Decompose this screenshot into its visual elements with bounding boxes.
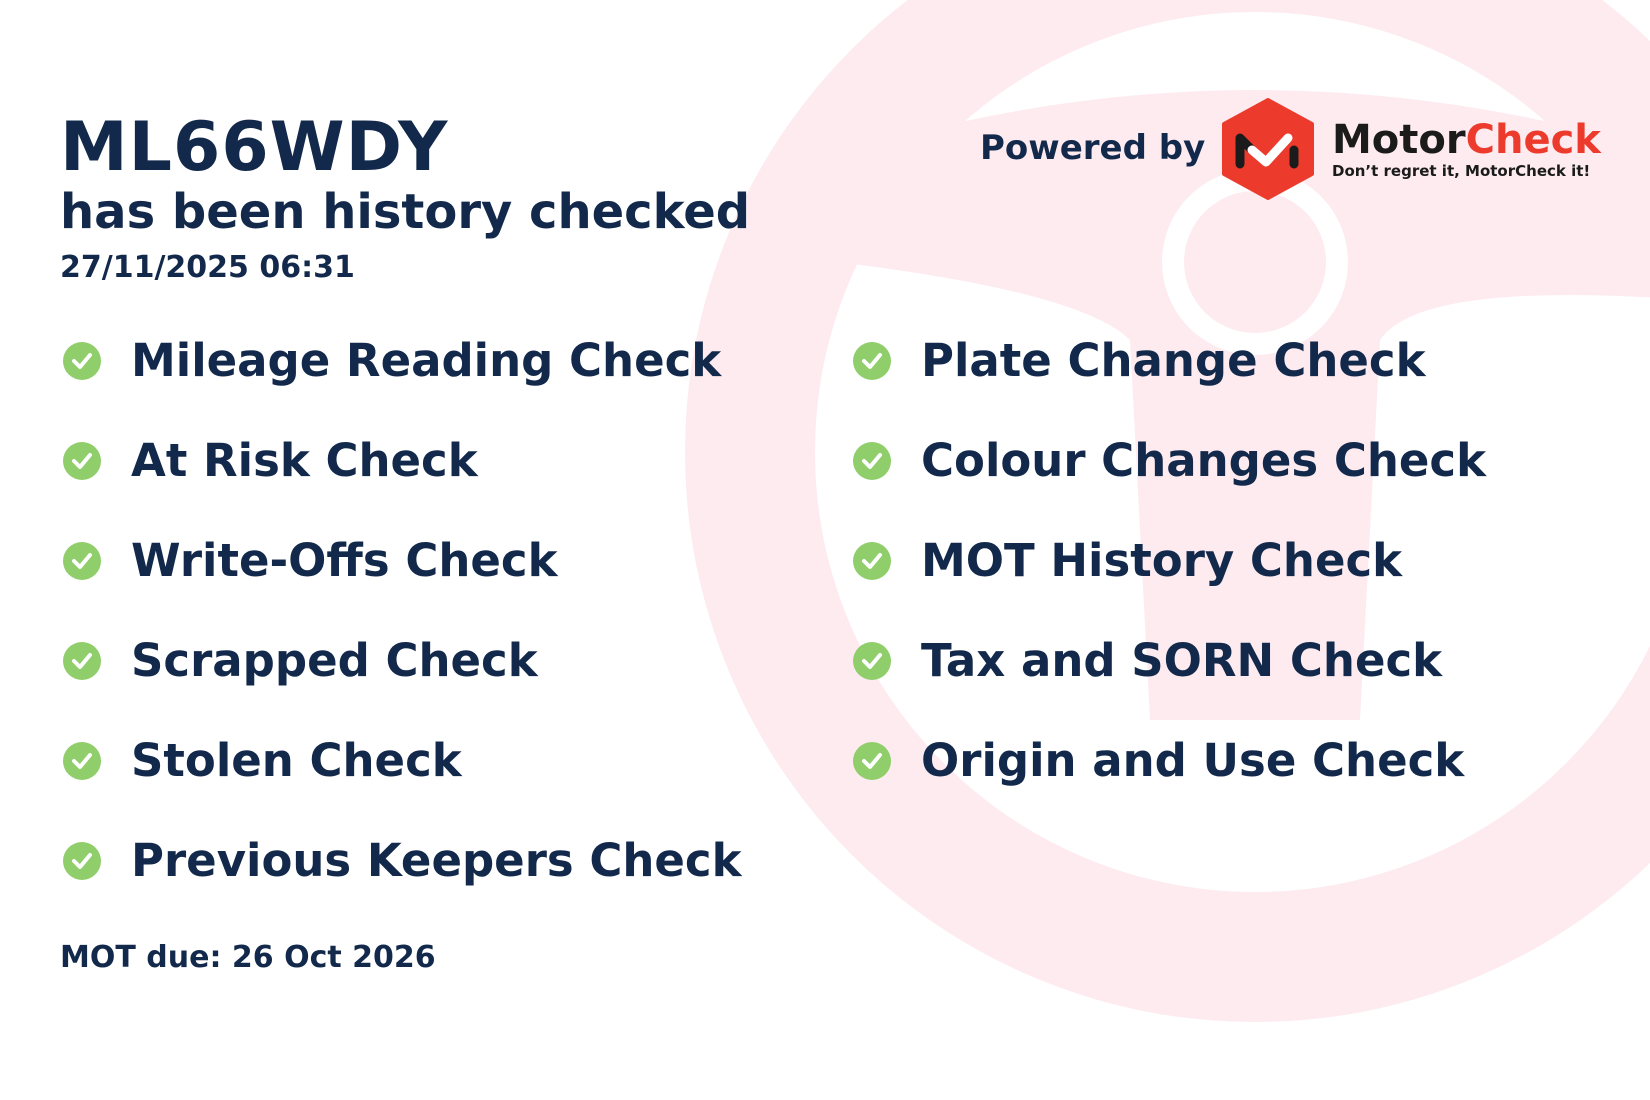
check-item: At Risk Check [63,434,478,487]
check-label: Stolen Check [131,734,462,787]
mot-due: MOT due: 26 Oct 2026 [60,940,436,975]
brand-name: MotorCheck [1332,117,1601,163]
check-circle-icon [63,741,101,780]
brand-tagline: Don’t regret it, MotorCheck it! [1332,162,1591,180]
check-circle-icon [853,441,891,480]
check-item: Colour Changes Check [853,434,1486,487]
check-label: Write-Offs Check [131,534,558,587]
check-circle-icon [63,641,101,680]
check-label: MOT History Check [921,534,1403,587]
check-item: Mileage Reading Check [63,334,721,387]
check-item: Scrapped Check [63,634,538,687]
check-label: Origin and Use Check [921,734,1465,787]
check-label: Mileage Reading Check [131,334,722,387]
check-item: Tax and SORN Check [853,634,1442,687]
check-item: Write-Offs Check [63,534,558,587]
check-label: Scrapped Check [131,634,538,687]
check-circle-icon [63,341,101,380]
check-item: Plate Change Check [853,334,1426,387]
check-item: Previous Keepers Check [63,834,742,887]
check-circle-icon [853,741,891,780]
motorcheck-logo: MotorCheck Don’t regret it, MotorCheck i… [1222,98,1601,200]
check-label: Previous Keepers Check [131,834,742,887]
check-label: At Risk Check [131,434,478,487]
powered-by-label: Powered by [980,128,1206,168]
check-item: Stolen Check [63,734,462,787]
check-label: Colour Changes Check [921,434,1487,487]
check-timestamp: 27/11/2025 06:31 [60,250,355,285]
check-item: MOT History Check [853,534,1402,587]
check-label: Plate Change Check [921,334,1426,387]
check-circle-icon [853,541,891,580]
check-circle-icon [63,441,101,480]
check-circle-icon [63,841,101,880]
check-label: Tax and SORN Check [921,634,1443,687]
check-circle-icon [63,541,101,580]
check-item: Origin and Use Check [853,734,1464,787]
check-circle-icon [853,641,891,680]
check-circle-icon [853,341,891,380]
motorcheck-hex-icon [1222,98,1314,200]
status-text: has been history checked [60,184,751,240]
vehicle-registration: ML66WDY [60,108,449,187]
